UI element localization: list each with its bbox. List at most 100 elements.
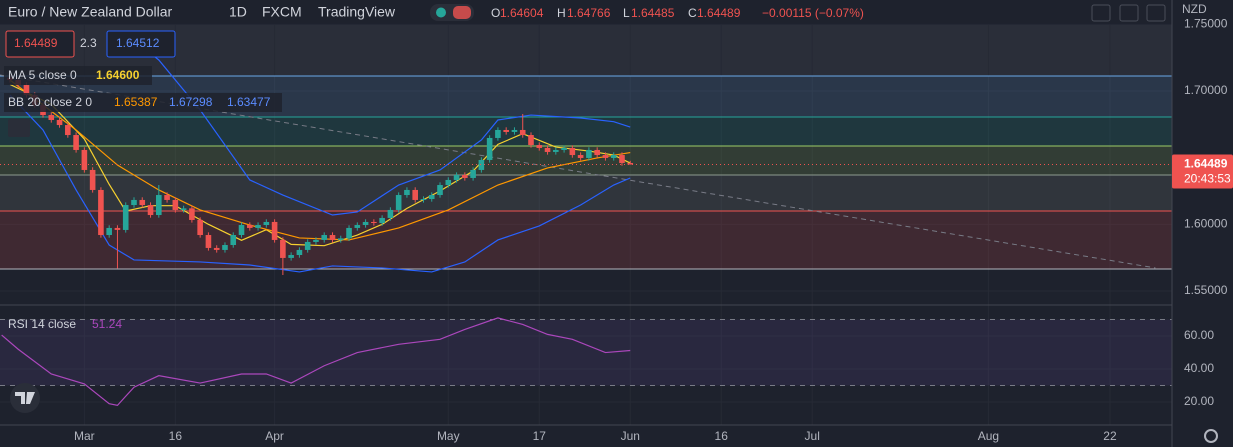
candle-body [81,149,88,170]
candle-body [197,219,203,236]
candle-body [246,225,253,228]
candle-body [139,199,146,206]
logo [15,392,35,404]
axes: Mar 16 Apr May 17 Jun 16 Jul Aug 22 1.75000 1.70000… [74,17,1233,443]
candle-body [420,199,427,201]
candle-body [164,195,170,200]
y-tick-label: 60.00 [1184,328,1214,342]
candle-body [486,137,493,160]
ohlc-value: 1.64604 [500,6,544,20]
candle-body [346,227,352,239]
grid [0,23,1172,425]
candle-body [379,217,385,224]
legend-name: BB 20 close 2 0 [8,95,92,109]
buy-price: 1.64512 [116,36,160,50]
y-tick-label: 20.00 [1184,394,1214,408]
candle-body [569,147,576,156]
candle-body [412,189,419,200]
x-tick-label: 17 [533,429,547,443]
icon-button[interactable] [1091,4,1111,22]
y-tick-label: 1.75000 [1184,17,1228,31]
candle-body [586,149,592,158]
x-tick-label: Apr [265,429,284,443]
buy-button[interactable] [106,30,176,58]
level-zone [0,117,1172,146]
y-tick-label: 1.55000 [1184,283,1228,297]
candle-body [553,149,559,152]
candle-body [627,162,634,165]
x-tick-label: 22 [1103,429,1117,443]
price-label-bg [1172,154,1233,189]
candle-body [462,175,468,178]
candle-body [321,235,328,240]
candle-body [304,241,311,250]
candle-body [255,225,261,228]
candle-body [89,169,96,190]
candle-body [536,145,543,148]
ohlc-label: O [491,6,500,20]
candle-body [230,235,237,246]
sell-price: 1.64489 [14,36,58,50]
candle-body [362,221,369,226]
candle-body [73,135,79,150]
candle-body [213,247,220,250]
candle-body [544,147,551,152]
countdown: 20:43:53 [1184,172,1231,186]
candle-body [495,129,501,138]
candle-body [610,155,617,158]
candle-body [189,208,195,220]
ohlc-label: C [688,6,697,20]
rsi-band [0,319,1172,386]
x-tick-label: 16 [169,429,183,443]
icon-button[interactable] [1146,4,1166,22]
candle-body [519,129,526,136]
candle-body [337,238,344,240]
candle-body [503,129,509,132]
sell-button[interactable] [5,30,75,58]
candle-body [313,239,319,242]
change: −0.00115 (−0.07%) [762,6,864,20]
y-tick-label: 40.00 [1184,361,1214,375]
ohlc-label: H [557,6,566,20]
candle-body [147,205,154,216]
candle-body [180,208,187,210]
level-zone [0,175,1172,212]
currency: NZD [1182,2,1207,16]
candle-body [271,221,278,240]
x-tick-label: May [437,429,460,443]
ohlc-value: 1.64485 [631,6,675,20]
candle-body [172,199,179,210]
legend-value: 1.67298 [169,95,213,109]
legend-bg [4,66,152,85]
candle-body [387,209,394,218]
y-tick-label: 1.70000 [1184,83,1228,97]
candle-body [395,195,402,210]
price-label: 1.64489 [1184,157,1228,171]
candle-body [329,235,336,240]
candle-body [453,175,460,180]
source: FXCM [262,4,302,20]
candle-body [106,227,112,236]
candle-body [354,225,361,228]
settings-icon[interactable] [1204,429,1218,443]
candle-body [114,227,121,230]
trendline [0,74,1156,269]
candle-body [577,155,584,158]
candle-body [445,179,452,186]
candle-body [23,85,30,96]
spread: 2.3 [80,36,97,50]
legend-value: 1.63477 [227,95,271,109]
header-bar [0,0,1172,25]
x-tick-label: Aug [978,429,999,443]
candle-body [619,155,625,163]
candle-body [371,221,377,224]
candle-body [280,239,286,258]
collapse-button[interactable] [8,119,30,137]
icon-button[interactable] [1119,4,1139,22]
legend-value: 1.64600 [96,68,140,82]
candle-body [428,195,435,200]
interval: 1D [229,4,247,20]
rsi-value: 51.24 [92,317,122,331]
candle-body [528,135,534,146]
